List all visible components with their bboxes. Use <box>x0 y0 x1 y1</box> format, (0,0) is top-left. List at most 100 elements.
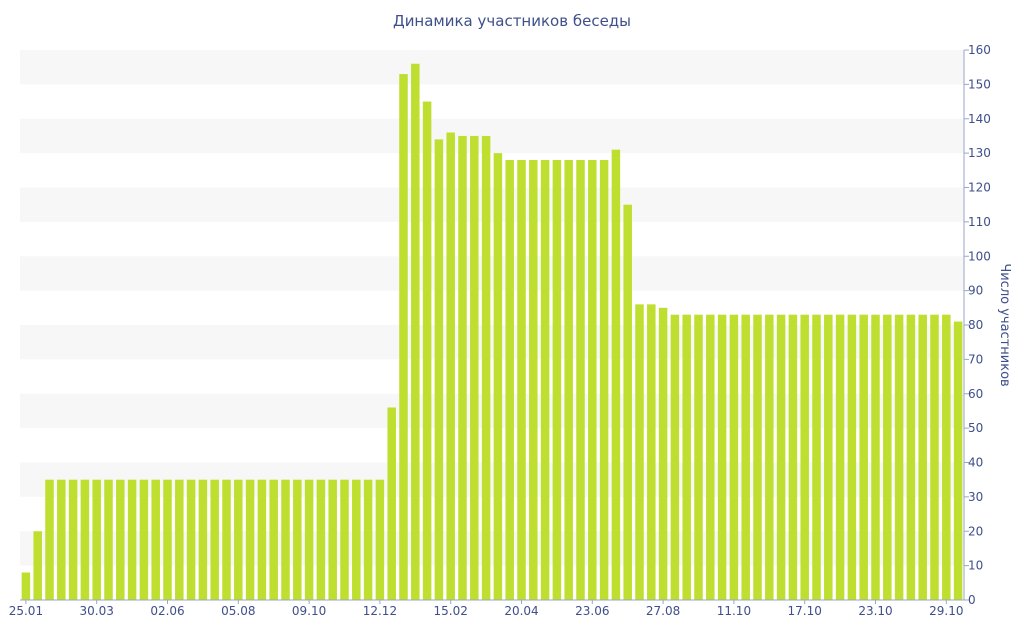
bar[interactable] <box>481 135 491 600</box>
x-tick-label: 02.06 <box>150 604 184 618</box>
bar[interactable] <box>234 479 243 600</box>
y-tick-label: 50 <box>968 421 983 435</box>
bar[interactable] <box>706 314 715 600</box>
x-tick-label: 29.10 <box>929 604 963 618</box>
x-tick-label: 09.10 <box>292 604 326 618</box>
bar[interactable] <box>352 479 361 600</box>
bar[interactable] <box>859 314 868 600</box>
bar[interactable] <box>635 304 644 600</box>
bar[interactable] <box>883 314 892 600</box>
bar[interactable] <box>529 160 538 600</box>
bar[interactable] <box>588 160 597 600</box>
x-tick-label: 17.10 <box>788 604 822 618</box>
bar[interactable] <box>163 479 172 600</box>
bar[interactable] <box>505 160 514 600</box>
bar[interactable] <box>33 531 42 600</box>
bar[interactable] <box>245 479 255 600</box>
bar[interactable] <box>611 149 621 600</box>
bar[interactable] <box>186 479 196 600</box>
bar[interactable] <box>470 135 479 600</box>
bar[interactable] <box>942 314 951 600</box>
bar[interactable] <box>765 314 774 600</box>
bar[interactable] <box>682 314 691 600</box>
bar[interactable] <box>175 479 184 600</box>
bar[interactable] <box>422 101 432 600</box>
bar[interactable] <box>222 479 231 600</box>
bar[interactable] <box>576 160 585 600</box>
bar[interactable] <box>729 314 739 600</box>
bar[interactable] <box>670 314 680 600</box>
bar[interactable] <box>835 314 845 600</box>
x-tick-label: 27.08 <box>646 604 680 618</box>
bar[interactable] <box>906 314 916 600</box>
bar[interactable] <box>80 479 90 600</box>
bar[interactable] <box>316 479 326 600</box>
bar[interactable] <box>304 479 314 600</box>
bar[interactable] <box>363 479 373 600</box>
y-axis-ticks: 0 10 20 30 40 50 60 70 80 90 100 110 120 130 140 150 160 <box>964 43 991 607</box>
x-tick-label: 12.12 <box>363 604 397 618</box>
bar[interactable] <box>399 74 408 600</box>
bar[interactable] <box>871 314 880 600</box>
bar[interactable] <box>812 314 821 600</box>
bar[interactable] <box>741 314 750 600</box>
bar[interactable] <box>717 314 727 600</box>
bar[interactable] <box>788 314 798 600</box>
bar[interactable] <box>647 304 656 600</box>
bar[interactable] <box>198 479 208 600</box>
bar[interactable] <box>753 314 762 600</box>
bar[interactable] <box>517 160 526 600</box>
bar[interactable] <box>257 479 267 600</box>
bar[interactable] <box>694 314 703 600</box>
bar[interactable] <box>776 314 786 600</box>
bar[interactable] <box>434 139 444 600</box>
grid-band <box>20 531 964 566</box>
bar[interactable] <box>127 479 137 600</box>
bar[interactable] <box>493 153 503 600</box>
x-tick-label: 23.06 <box>575 604 609 618</box>
bar[interactable] <box>564 160 573 600</box>
bar[interactable] <box>540 160 550 600</box>
y-tick-label: 110 <box>968 215 991 229</box>
bar[interactable] <box>847 314 857 600</box>
bar[interactable] <box>269 479 278 600</box>
y-tick-label: 70 <box>968 352 983 366</box>
y-tick-label: 100 <box>968 249 991 263</box>
y-tick-label: 160 <box>968 43 991 57</box>
bar[interactable] <box>953 321 963 600</box>
bar[interactable] <box>151 479 160 600</box>
y-tick-label: 10 <box>968 559 983 573</box>
bar[interactable] <box>446 132 455 601</box>
bar[interactable] <box>116 479 125 600</box>
bar[interactable] <box>623 204 632 600</box>
bar[interactable] <box>411 63 420 600</box>
bar[interactable] <box>918 314 927 600</box>
bar[interactable] <box>375 479 385 600</box>
bar[interactable] <box>57 479 66 600</box>
bar[interactable] <box>800 314 809 600</box>
x-tick-label: 15.02 <box>434 604 468 618</box>
bar[interactable] <box>930 314 939 600</box>
bar[interactable] <box>894 314 904 600</box>
grid-band <box>20 462 964 497</box>
bar[interactable] <box>45 479 54 600</box>
bar[interactable] <box>92 479 101 600</box>
bar[interactable] <box>458 135 467 600</box>
bar[interactable] <box>293 479 302 600</box>
bar[interactable] <box>658 307 668 600</box>
bar[interactable] <box>387 407 396 601</box>
bar[interactable] <box>21 572 31 601</box>
bar[interactable] <box>68 479 78 600</box>
bar[interactable] <box>104 479 113 600</box>
bar[interactable] <box>599 160 609 600</box>
y-axis-label: Число участников <box>997 263 1012 386</box>
bar[interactable] <box>340 479 349 600</box>
bar[interactable] <box>328 479 337 600</box>
y-tick-label: 130 <box>968 146 991 160</box>
bar[interactable] <box>210 479 219 600</box>
bar[interactable] <box>281 479 290 600</box>
bar[interactable] <box>824 314 833 600</box>
bar[interactable] <box>139 479 149 600</box>
bar[interactable] <box>552 160 562 600</box>
